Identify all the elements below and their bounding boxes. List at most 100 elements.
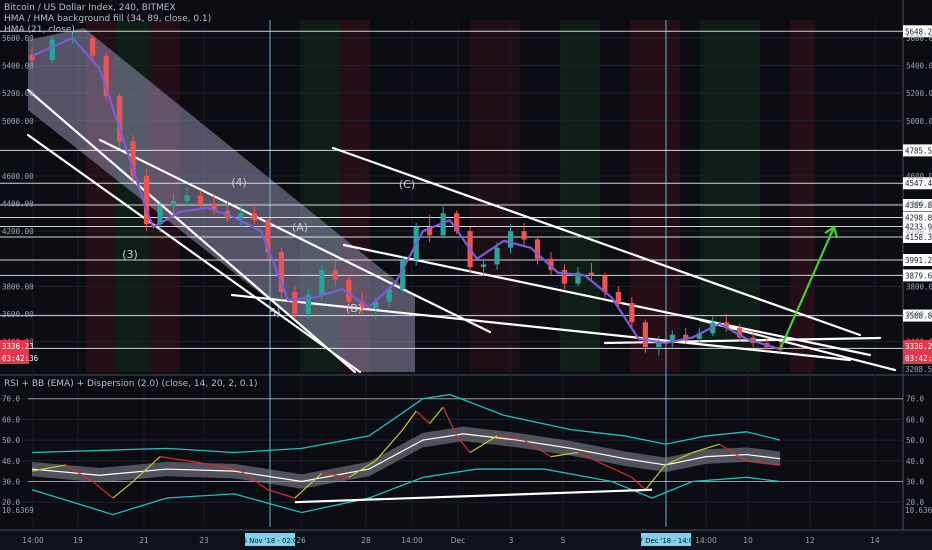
bear-candle[interactable]	[359, 301, 365, 309]
bull-candle[interactable]	[373, 301, 379, 309]
rsi-line-segment	[644, 464, 667, 491]
bull-candle[interactable]	[656, 341, 662, 348]
wave-label: (A)	[292, 221, 308, 234]
time-tick-label: 14:00	[401, 536, 423, 545]
level-price-tag	[903, 254, 932, 267]
projection-arrow-shaft[interactable]	[779, 226, 836, 350]
time-tick-label: 3	[509, 536, 514, 545]
bull-candle[interactable]	[696, 333, 702, 339]
rsi-tick-label: 20.0	[906, 498, 925, 507]
rsi-tick-label-left: 60.0	[2, 415, 21, 424]
rsi-basis-line[interactable]	[31, 433, 781, 483]
rsi-tick-label-left: 20.0	[2, 498, 21, 507]
rsi-title[interactable]: RSI + BB (EMA) + Dispersion (2.0) (close…	[4, 379, 258, 389]
time-tick-label: 07 Dec '18 - 14:00	[634, 537, 697, 545]
bear-candle[interactable]	[737, 327, 743, 338]
bull-candle[interactable]	[494, 247, 500, 265]
bear-candle[interactable]	[197, 195, 204, 204]
bull-candle[interactable]	[669, 334, 675, 342]
bull-candle[interactable]	[238, 213, 244, 219]
bear-candle[interactable]	[265, 220, 271, 252]
time-tick-label: 26	[296, 536, 306, 545]
time-tick-label: 14	[870, 536, 880, 545]
bear-candle[interactable]	[29, 54, 35, 61]
bear-candle[interactable]	[683, 334, 689, 339]
rsi-bb-upper-line[interactable]	[31, 393, 781, 454]
bull-candle[interactable]	[440, 213, 446, 236]
bear-candle[interactable]	[723, 322, 729, 328]
rsi-line-segment	[719, 443, 747, 462]
trend-line[interactable]	[98, 138, 492, 334]
symbol-title[interactable]: Bitcoin / US Dollar Index, 240, BITMEX	[4, 3, 176, 13]
trend-line[interactable]	[698, 318, 897, 372]
rsi-line-segment	[469, 435, 498, 454]
trend-line[interactable]	[342, 243, 872, 357]
rsi-tick-label-left: 70.0	[2, 395, 21, 404]
bull-candle[interactable]	[386, 289, 392, 302]
bull-candle[interactable]	[305, 294, 311, 315]
bear-candle[interactable]	[642, 322, 648, 348]
bear-candle[interactable]	[143, 175, 150, 225]
bear-candle[interactable]	[332, 269, 338, 280]
bear-candle[interactable]	[90, 37, 96, 56]
bear-candle[interactable]	[251, 213, 258, 221]
trend-line[interactable]	[26, 88, 357, 374]
rsi-legend: RSI + BB (EMA) + Dispersion (2.0) (close…	[4, 379, 258, 390]
rsi-line-segment	[186, 460, 215, 466]
bull-candle[interactable]	[49, 39, 55, 61]
bear-candle[interactable]	[130, 141, 136, 176]
hma-legend[interactable]: HMA (21, close)	[4, 25, 75, 35]
bear-candle[interactable]	[103, 55, 109, 96]
level-price-tag	[903, 25, 932, 38]
bear-candle[interactable]	[615, 291, 621, 303]
trend-line[interactable]	[230, 293, 852, 362]
bull-candle[interactable]	[319, 269, 325, 295]
session-shade	[700, 20, 760, 372]
bear-candle[interactable]	[602, 275, 608, 292]
bear-candle[interactable]	[346, 279, 352, 302]
bear-candle[interactable]	[548, 258, 554, 270]
rsi-line-segment	[321, 472, 349, 478]
price-tick-label: 3800.00	[906, 282, 932, 291]
bear-candle[interactable]	[292, 291, 298, 315]
bear-candle[interactable]	[629, 302, 635, 323]
bull-candle[interactable]	[507, 231, 514, 248]
time-tick-label: 14:00	[22, 536, 44, 545]
price-tick-label-left: 5200.00	[2, 89, 34, 98]
bear-candle[interactable]	[278, 251, 284, 292]
bear-candle[interactable]	[454, 213, 460, 232]
bull-candle[interactable]	[575, 272, 581, 284]
time-tick-label: 14:00	[695, 536, 717, 545]
rsi-divergence-line[interactable]	[294, 488, 653, 504]
bull-candle[interactable]	[184, 195, 190, 201]
rsi-bb-lower-line[interactable]	[31, 468, 781, 516]
rsi-tick-label-left: 30.0	[2, 477, 21, 486]
hma-fill-legend[interactable]: HMA / HMA background fill (34, 89, close…	[4, 14, 212, 24]
current-price-label: 03:42:36	[905, 354, 932, 363]
bear-candle[interactable]	[534, 239, 541, 259]
bear-candle[interactable]	[521, 231, 527, 240]
bear-candle[interactable]	[117, 95, 123, 142]
bull-candle[interactable]	[157, 206, 163, 225]
bull-candle[interactable]	[170, 200, 177, 207]
rsi-line-segment	[631, 476, 646, 491]
bear-candle[interactable]	[427, 227, 433, 236]
trend-line[interactable]	[26, 133, 362, 374]
time-tick-label: 5	[561, 536, 566, 545]
time-tick-label: 19	[73, 536, 83, 545]
bull-candle[interactable]	[480, 264, 487, 268]
bear-candle[interactable]	[211, 203, 217, 211]
bear-candle[interactable]	[561, 269, 568, 284]
bear-candle[interactable]	[588, 272, 595, 276]
rsi-line-segment	[402, 410, 417, 431]
trend-line[interactable]	[331, 146, 862, 337]
bull-candle[interactable]	[400, 260, 406, 290]
trend-line[interactable]	[603, 336, 882, 345]
time-tick-label: 23	[199, 536, 209, 545]
hma-line[interactable]	[31, 36, 781, 351]
price-tick-label: 5400.00	[906, 62, 932, 71]
rsi-line-segment	[213, 464, 242, 472]
time-tick-label: Dec	[451, 536, 466, 545]
wave-label: 5)	[269, 306, 280, 319]
